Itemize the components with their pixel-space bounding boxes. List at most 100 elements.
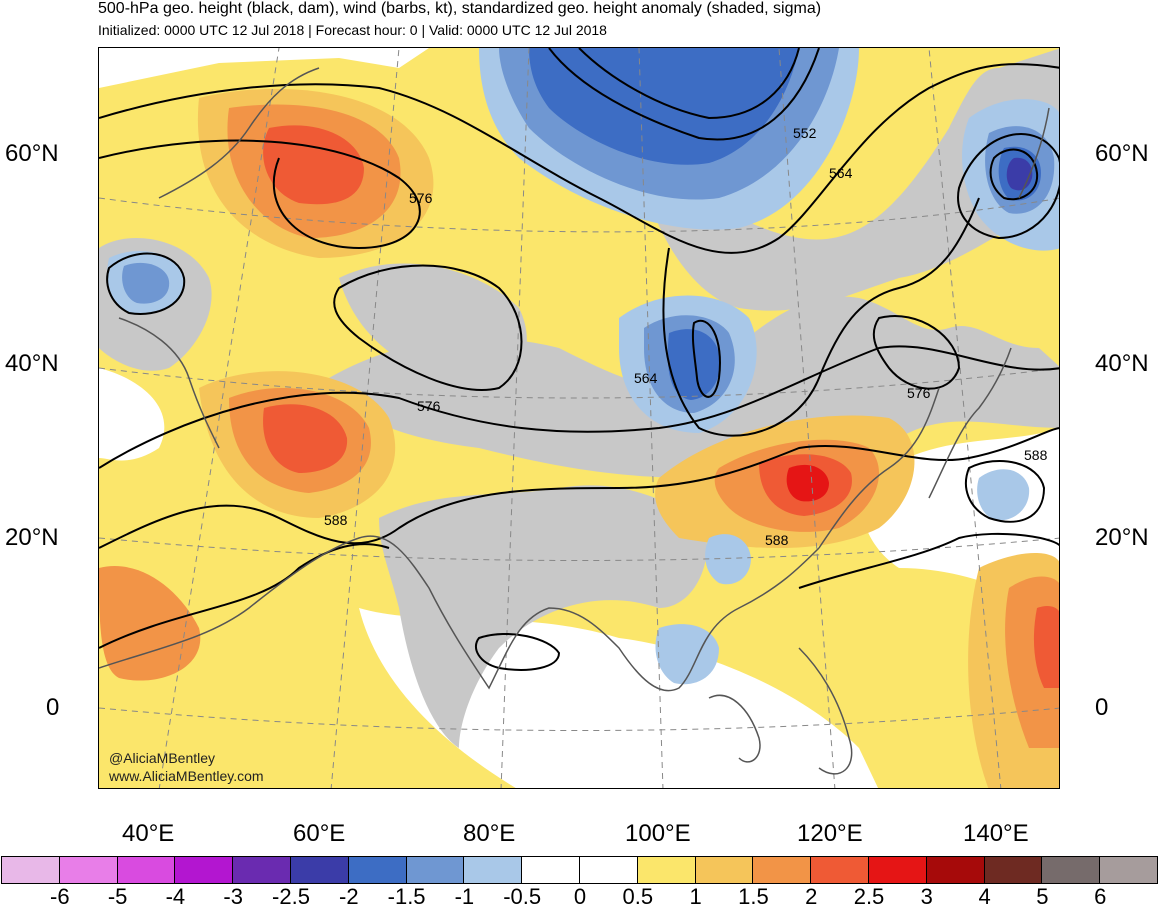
negative-anomaly-center (667, 329, 721, 400)
lat-label-left: 60°N (5, 140, 59, 167)
colorbar-tick-label: 6 (1094, 884, 1107, 909)
colorbar-tick-label: 4 (978, 884, 991, 909)
colorbar-swatch (463, 856, 523, 884)
gray-region (339, 263, 527, 388)
coastline (158, 67, 320, 199)
lat-label-left: 20°N (5, 524, 59, 551)
height-contour (106, 252, 186, 315)
colorbar-tick-label: 1.5 (738, 884, 769, 909)
height-contour (99, 63, 1059, 254)
colorbar-tick-label: -6 (50, 884, 70, 909)
contour-labels: 576 552 564 564 576 576 588 588 588 (324, 125, 1048, 548)
coastline (99, 535, 820, 692)
negative-anomaly-region (655, 624, 719, 685)
colorbar-swatch (636, 856, 696, 884)
colorbar-tick-label: -4 (165, 884, 186, 909)
colorbar-swatch (232, 856, 291, 884)
coastline (708, 694, 761, 763)
colorbar-swatch (347, 856, 407, 884)
positive-anomaly-center (263, 125, 364, 205)
graticule-line (158, 48, 280, 788)
gray-region (379, 485, 707, 748)
colorbar-tick-label: -0.5 (503, 884, 542, 909)
height-contour (872, 315, 961, 390)
negative-anomaly-center (122, 262, 170, 304)
lat-label-right: 60°N (1095, 140, 1149, 167)
credit-website: www.AliciaMBentley.com (109, 768, 264, 784)
contour-label: 576 (409, 190, 433, 206)
contour-label: 552 (793, 125, 817, 141)
graticule-line (500, 48, 530, 788)
height-contour (798, 532, 1059, 589)
colorbar-swatch (752, 856, 812, 884)
coastline (118, 317, 220, 449)
colorbar-tick-label: 0.5 (622, 884, 654, 909)
graticule-line (638, 48, 664, 788)
map-title: 500-hPa geo. height (black, dam), wind (… (98, 0, 822, 17)
colorbar-swatch (405, 856, 465, 884)
coastline (818, 387, 940, 549)
colorbar-swatch (694, 856, 754, 884)
coastlines (99, 67, 1050, 775)
height-contours (99, 48, 1059, 671)
lat-label-right: 20°N (1095, 524, 1149, 551)
colorbar-tick-label: 2 (805, 884, 818, 909)
height-contour (99, 345, 1059, 469)
colorbar-tick-label: -1 (454, 884, 475, 909)
graticule-line (778, 48, 836, 788)
lat-label-left: 40°N (5, 350, 59, 377)
height-contour (964, 460, 1046, 523)
lat-label-right: 0 (1095, 694, 1109, 721)
colorbar-swatch (810, 856, 869, 884)
lon-label: 120°E (797, 820, 863, 847)
lon-label: 80°E (463, 820, 516, 847)
colorbar-tick-label: 0 (573, 884, 587, 909)
negative-anomaly-peak (1006, 157, 1033, 191)
credit-handle: @AliciaMBentley (109, 750, 216, 766)
colorbar-tick-label: -2 (339, 884, 359, 909)
height-contour (691, 320, 721, 398)
coastline (1018, 107, 1050, 199)
colorbar-swatch (521, 856, 580, 884)
lon-label: 40°E (122, 820, 175, 847)
height-contour (474, 632, 561, 671)
colorbar-tick-label: 3 (920, 884, 933, 909)
negative-anomaly-region (977, 469, 1030, 521)
positive-anomaly-center (263, 404, 348, 473)
anomaly-near-zero-area (99, 368, 165, 461)
colorbar (1, 856, 1158, 884)
height-contour (578, 48, 800, 120)
colorbar-swatch (174, 856, 234, 884)
positive-anomaly-center (1033, 606, 1059, 688)
graticule-line (99, 197, 1059, 233)
colorbar-swatch (116, 856, 176, 884)
negative-anomaly-center (529, 48, 799, 165)
colorbar-tick-label: 2.5 (853, 884, 885, 909)
lat-label-right: 40°N (1095, 350, 1149, 377)
contour-label: 564 (829, 165, 853, 181)
positive-anomaly-region (99, 566, 201, 681)
colorbar-tick-label: -5 (107, 884, 128, 909)
height-contour (333, 264, 523, 391)
colorbar-swatch (1041, 856, 1101, 884)
graticule-line (928, 48, 1002, 788)
height-contour (662, 197, 980, 437)
colorbar-tick-label: 5 (1036, 884, 1049, 909)
map-panel: 576 552 564 564 576 576 588 588 588 @Ali… (98, 47, 1060, 789)
colorbar-swatch (1099, 856, 1158, 884)
colorbar-tick-label: -1.5 (387, 884, 426, 909)
map-canvas: 576 552 564 564 576 576 588 588 588 (99, 48, 1059, 788)
anomaly-near-zero-area (99, 48, 429, 88)
colorbar-swatch (925, 856, 985, 884)
colorbar-tick-label: 1 (689, 884, 702, 909)
graticule (99, 48, 1059, 788)
lon-label: 140°E (963, 820, 1029, 847)
colorbar-tick-label: -3 (223, 884, 243, 909)
contour-label: 564 (634, 370, 658, 386)
lon-label: 100°E (625, 820, 691, 847)
colorbar-swatch (289, 856, 349, 884)
colorbar-swatch (1, 856, 60, 884)
height-contour (99, 543, 390, 649)
negative-anomaly-region (705, 534, 751, 585)
contour-label: 588 (765, 532, 789, 548)
